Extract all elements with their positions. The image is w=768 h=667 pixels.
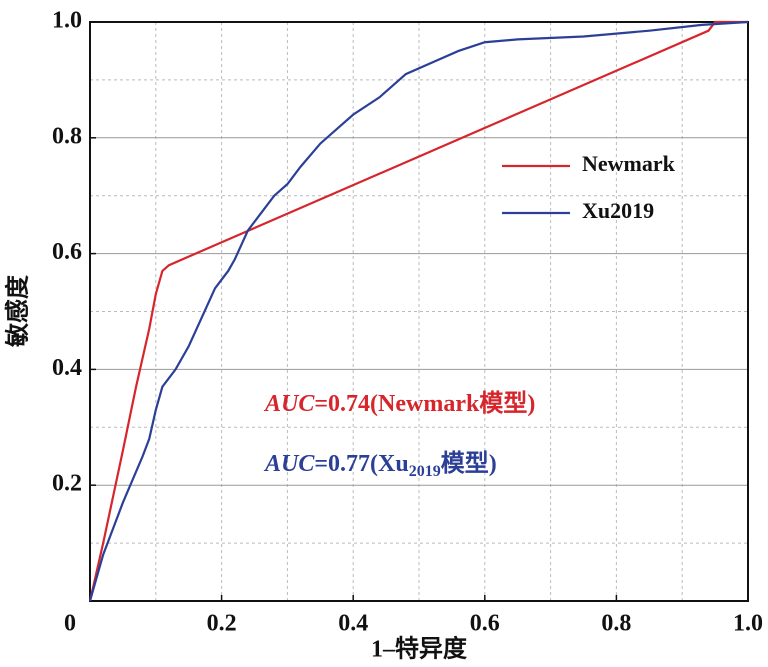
x-tick-label: 0.6 bbox=[470, 611, 500, 637]
annotation: AUC=0.77(Xu2019模型) bbox=[263, 450, 497, 480]
y-tick-label: 0.8 bbox=[52, 123, 82, 149]
annotation-part: =0.77(Xu bbox=[314, 451, 408, 477]
x-tick-label: 0 bbox=[64, 611, 76, 637]
annotation-part: 模型) bbox=[441, 450, 497, 477]
x-tick-label: 0.4 bbox=[338, 611, 368, 637]
roc-line bbox=[88, 20, 749, 602]
x-tick-label: 0.2 bbox=[207, 611, 237, 637]
annotation-part: AUC bbox=[263, 391, 315, 417]
annotation-part: =0.74(Newmark模型) bbox=[314, 390, 535, 417]
annotation-part: 2019 bbox=[409, 463, 441, 480]
x-tick-label: 0.8 bbox=[601, 611, 631, 637]
plot-frame bbox=[89, 21, 749, 602]
y-axis-label: 敏感度 bbox=[4, 274, 32, 348]
y-tick-label: 0.4 bbox=[52, 355, 82, 381]
y-tick-label: 1.0 bbox=[52, 8, 82, 34]
annotation: AUC=0.74(Newmark模型) bbox=[263, 390, 535, 417]
roc-line bbox=[88, 20, 748, 602]
y-tick-label: 0.2 bbox=[52, 471, 82, 497]
legend-label: Xu2019 bbox=[582, 198, 654, 223]
x-tick-label: 1.0 bbox=[733, 611, 763, 637]
x-axis-label: 1–特异度 bbox=[371, 635, 468, 663]
annotation-part: AUC bbox=[263, 451, 315, 477]
y-tick-label: 0.6 bbox=[52, 239, 82, 265]
legend-label: Newmark bbox=[582, 151, 676, 176]
